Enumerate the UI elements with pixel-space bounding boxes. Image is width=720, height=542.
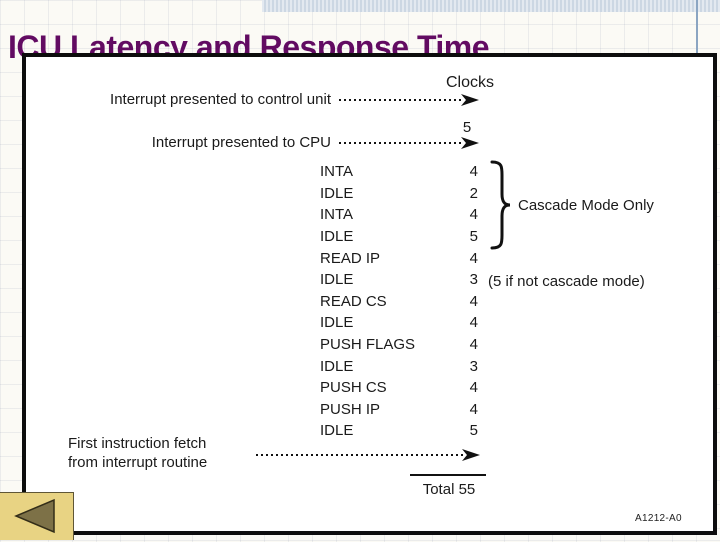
op-name: IDLE [320, 314, 354, 332]
op-clocks: 4 [469, 400, 478, 418]
op-row: IDLE 4 [320, 312, 478, 334]
total-rule [410, 474, 486, 476]
op-row: PUSH IP 4 [320, 399, 478, 421]
fetch-label-line2: from interrupt routine [68, 454, 208, 471]
cascade-mode-note: Cascade Mode Only [518, 197, 654, 214]
op-name: READ CS [320, 292, 387, 310]
op-clocks: 3 [469, 271, 478, 289]
op-row: IDLE 5 [320, 420, 478, 442]
op-name: IDLE [320, 184, 354, 202]
back-arrow-icon [13, 498, 55, 534]
op-row: IDLE 2 [320, 183, 478, 205]
dotted-arrow-icon [256, 449, 480, 461]
op-clocks: 4 [469, 336, 478, 354]
op-name: IDLE [320, 271, 354, 289]
op-clocks: 4 [469, 163, 478, 181]
op-row: IDLE 5 [320, 226, 478, 248]
op-row: READ IP 4 [320, 247, 478, 269]
event-label-cpu: Interrupt presented to CPU [151, 134, 331, 151]
figure-id: A1212-A0 [635, 513, 682, 524]
op-name: PUSH CS [320, 379, 387, 397]
diagram-box: Clocks Interrupt presented to control un… [22, 53, 717, 535]
op-name: READ IP [320, 249, 381, 267]
clocks-column-header: Clocks [446, 74, 495, 91]
fetch-label-line1: First instruction fetch [68, 435, 207, 452]
op-clocks: 4 [469, 249, 478, 267]
op-row: INTA 4 [320, 161, 478, 183]
op-row: PUSH CS 4 [320, 377, 478, 399]
event-label-control-unit: Interrupt presented to control unit [110, 91, 331, 108]
op-clocks: 3 [469, 357, 478, 375]
idle-alternate-note: (5 if not cascade mode) [488, 273, 645, 290]
op-clocks: 5 [469, 422, 478, 440]
op-row: PUSH FLAGS 4 [320, 334, 478, 356]
op-row: IDLE 3 [320, 355, 478, 377]
op-clocks: 4 [469, 379, 478, 397]
op-name: PUSH IP [320, 400, 381, 418]
op-name: IDLE [320, 422, 354, 440]
op-row: INTA 4 [320, 204, 478, 226]
cascade-brace-icon [490, 160, 511, 250]
op-clocks: 4 [469, 314, 478, 332]
total-value: 55 [458, 481, 476, 498]
op-clocks: 5 [469, 228, 478, 246]
op-row: IDLE 3 [320, 269, 478, 291]
dotted-arrow-icon [339, 137, 479, 149]
right-accent-line [696, 0, 698, 54]
op-clocks: 4 [469, 292, 478, 310]
event-clocks-cpu: 5 [462, 119, 472, 136]
back-button[interactable] [0, 492, 74, 540]
op-name: INTA [320, 206, 354, 224]
op-name: PUSH FLAGS [320, 336, 416, 354]
op-name: IDLE [320, 228, 354, 246]
total-label: Total [422, 481, 455, 498]
op-name: IDLE [320, 357, 354, 375]
operation-list: INTA 4 IDLE 2 INTA 4 IDLE 5 READ IP 4 IDLE 3 R… [320, 161, 478, 442]
total-line: Total 55 [404, 481, 494, 498]
fetch-label: First instruction fetch from interrupt r… [68, 434, 258, 472]
top-accent-band [262, 0, 720, 12]
op-row: READ CS 4 [320, 291, 478, 313]
op-clocks: 4 [469, 206, 478, 224]
dotted-arrow-icon [339, 94, 479, 106]
op-clocks: 2 [469, 184, 478, 202]
op-name: INTA [320, 163, 354, 181]
